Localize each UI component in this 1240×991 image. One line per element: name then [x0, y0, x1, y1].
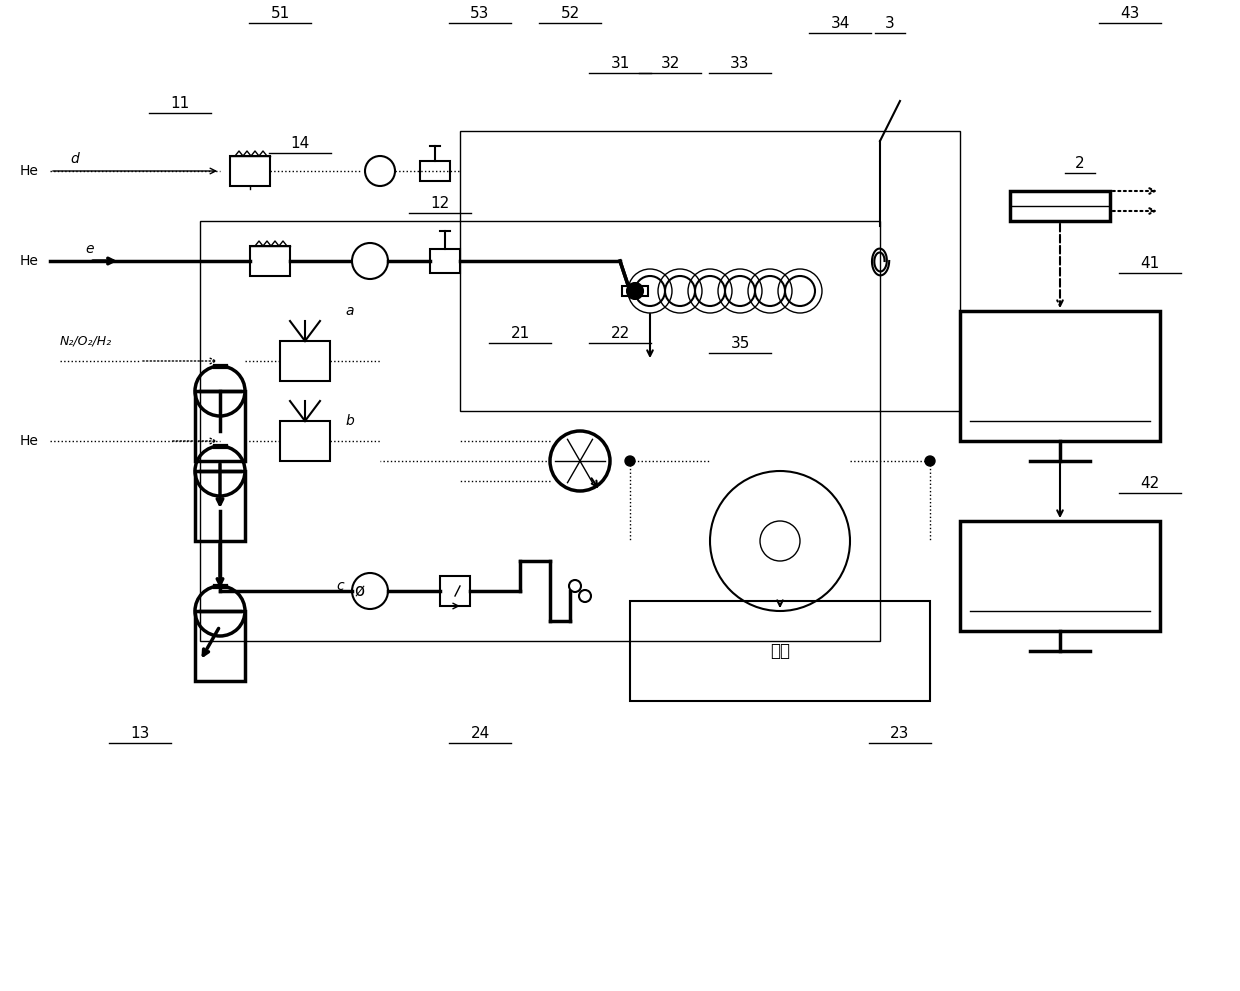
Text: c: c	[336, 579, 343, 593]
Text: 24: 24	[470, 726, 490, 741]
Bar	[195, 611, 246, 681]
Text: 42: 42	[1141, 476, 1159, 491]
Bar	[960, 521, 1159, 631]
Text: d: d	[71, 152, 79, 166]
Bar	[460, 131, 960, 411]
Text: He: He	[20, 254, 38, 268]
Text: He: He	[20, 164, 38, 178]
Text: 23: 23	[890, 726, 910, 741]
Circle shape	[625, 456, 635, 466]
Text: b: b	[346, 414, 355, 428]
Bar	[622, 286, 649, 296]
Text: 11: 11	[170, 96, 190, 111]
Text: 32: 32	[661, 56, 680, 71]
Text: 22: 22	[610, 326, 630, 341]
Text: 2: 2	[1075, 156, 1085, 171]
Text: 3: 3	[885, 16, 895, 31]
Text: 14: 14	[290, 136, 310, 151]
Bar	[430, 249, 460, 273]
Text: e: e	[86, 242, 94, 256]
Text: He: He	[20, 434, 38, 448]
Bar	[960, 311, 1159, 441]
Bar	[229, 156, 270, 186]
Text: 21: 21	[511, 326, 529, 341]
Bar	[195, 471, 246, 541]
Text: 53: 53	[470, 6, 490, 21]
Text: 34: 34	[831, 16, 849, 31]
Bar	[280, 341, 330, 381]
Bar	[280, 421, 330, 461]
Bar	[420, 161, 450, 181]
Text: 31: 31	[610, 56, 630, 71]
Bar	[250, 246, 290, 276]
Text: a: a	[346, 304, 355, 318]
Text: 41: 41	[1141, 256, 1159, 271]
Bar	[1011, 191, 1110, 221]
Circle shape	[627, 283, 644, 299]
Bar	[440, 576, 470, 606]
Text: 12: 12	[430, 196, 450, 211]
Text: 35: 35	[730, 336, 750, 351]
Text: 52: 52	[560, 6, 579, 21]
Text: 51: 51	[270, 6, 290, 21]
Circle shape	[925, 456, 935, 466]
Text: N₂/O₂/H₂: N₂/O₂/H₂	[60, 335, 112, 348]
Text: 冷凝: 冷凝	[770, 642, 790, 660]
Bar	[195, 391, 246, 461]
Text: 13: 13	[130, 726, 150, 741]
Text: 33: 33	[730, 56, 750, 71]
Bar	[630, 601, 930, 701]
Text: 43: 43	[1120, 6, 1140, 21]
Text: ø: ø	[355, 582, 365, 600]
Bar	[200, 221, 880, 641]
